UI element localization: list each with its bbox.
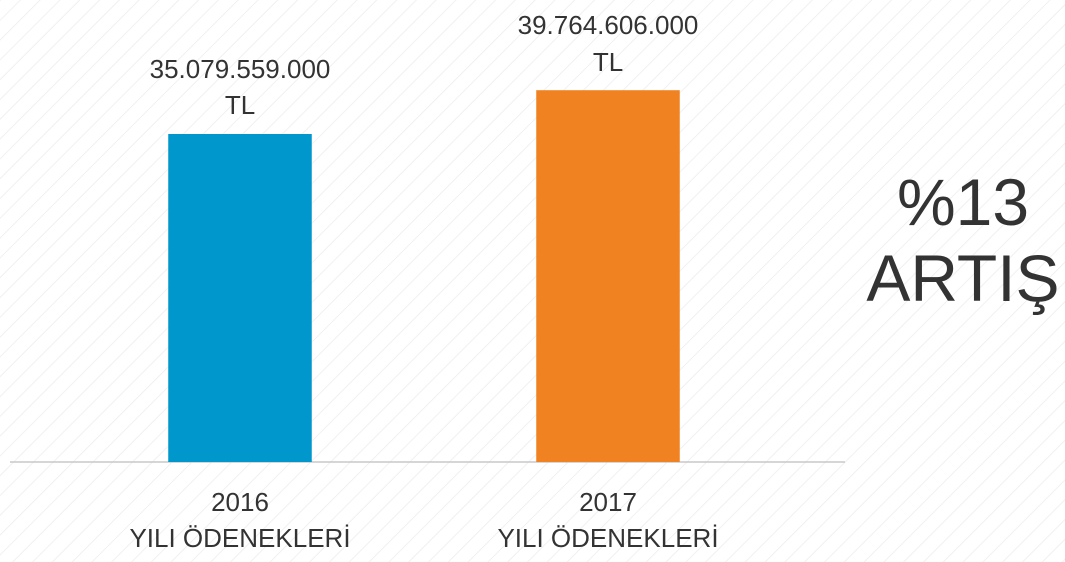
x-tick-label: 2016 YILI ÖDENEKLERİ xyxy=(129,487,351,554)
annotation: %13 ARTIŞ xyxy=(866,165,1060,315)
bars xyxy=(168,90,680,463)
value-label: 39.764.606.000 TL xyxy=(517,10,699,77)
bar xyxy=(536,90,680,463)
bar xyxy=(168,134,312,463)
value-label: 35.079.559.000 TL xyxy=(149,54,331,121)
x-tick-label: 2017 YILI ÖDENEKLERİ xyxy=(497,487,719,554)
